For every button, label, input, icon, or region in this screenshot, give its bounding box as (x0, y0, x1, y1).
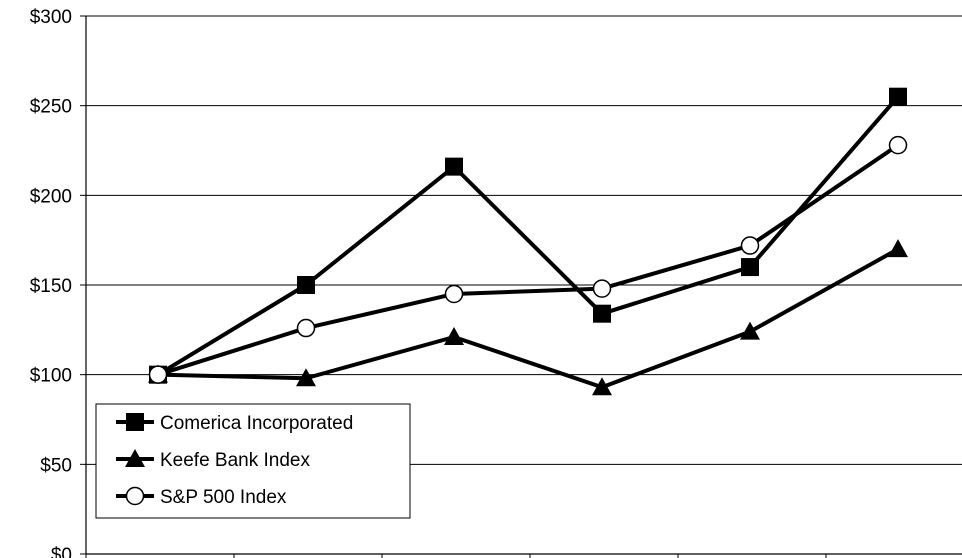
legend-entry: Keefe Bank Index (116, 449, 310, 471)
square-marker (741, 258, 759, 277)
y-axis-tick-labels: $0 $50 $100 $150 $200 $250 $300 (30, 7, 72, 558)
triangle-marker (888, 239, 908, 258)
legend-label: S&P 500 Index (160, 487, 287, 508)
legend-entry: S&P 500 Index (116, 486, 287, 508)
legend-triangle-marker (125, 449, 145, 467)
circle-marker (592, 279, 612, 298)
square-marker (297, 276, 315, 294)
grid-lines (86, 15, 962, 465)
y-tick-label: $0 (51, 545, 72, 558)
legend-label: Comerica Incorporated (160, 413, 353, 434)
square-marker (593, 304, 611, 323)
circle-marker (740, 236, 760, 255)
series-square (149, 87, 907, 384)
series-triangle (148, 239, 908, 396)
series-layer (148, 87, 908, 396)
series-line (156, 95, 900, 377)
triangle-marker (740, 321, 760, 340)
legend-square-marker (126, 413, 144, 431)
series-circle (148, 135, 908, 384)
square-marker (889, 87, 907, 106)
triangle-marker (592, 377, 612, 396)
legend-entry: Comerica Incorporated (116, 413, 353, 434)
circle-marker (444, 284, 464, 304)
square-marker (445, 157, 463, 176)
series-line (157, 247, 899, 390)
y-tick-label: $300 (30, 7, 72, 28)
axes (80, 15, 962, 558)
circle-marker (296, 318, 316, 338)
triangle-marker (296, 368, 316, 387)
legend-label: Keefe Bank Index (160, 450, 310, 471)
y-tick-label: $200 (30, 186, 72, 207)
y-tick-label: $250 (30, 97, 72, 118)
legend-circle-marker (125, 486, 145, 506)
triangle-marker (444, 327, 464, 346)
circle-marker (148, 365, 168, 384)
y-tick-label: $150 (30, 276, 72, 297)
y-tick-label: $100 (30, 366, 72, 387)
series-line (157, 143, 900, 377)
circle-marker (888, 135, 908, 155)
legend: Comerica Incorporated Keefe Bank Index S&P… (95, 403, 411, 519)
y-tick-label: $50 (40, 455, 72, 476)
